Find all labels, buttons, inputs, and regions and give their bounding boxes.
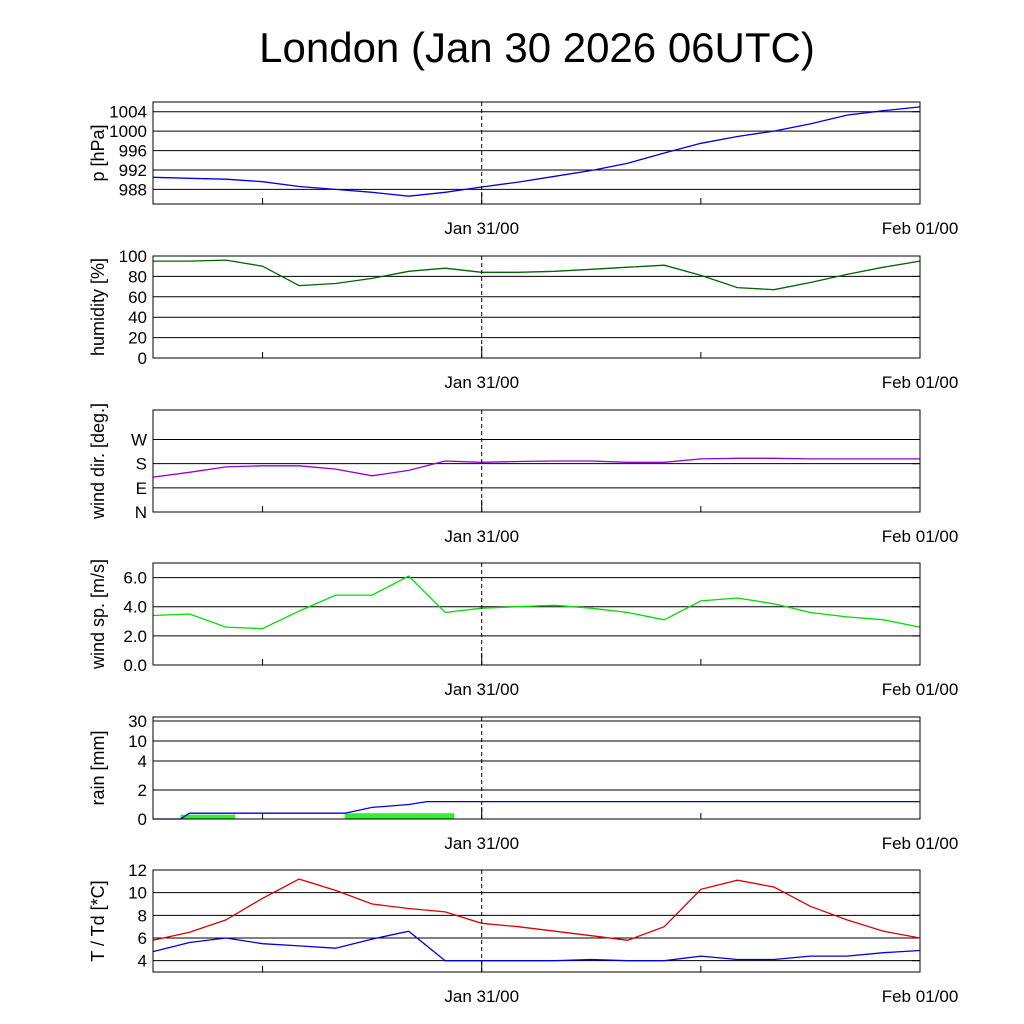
x-tick-label: Jan 31/00 — [444, 987, 519, 1006]
y-tick-label: W — [131, 431, 147, 450]
y-axis-label: rain [mm] — [88, 730, 108, 805]
x-tick-label: Jan 31/00 — [444, 680, 519, 699]
y-tick-label: 6 — [138, 929, 147, 948]
y-tick-label: 30 — [128, 712, 147, 731]
y-tick-label: 80 — [128, 267, 147, 286]
y-axis-label: p [hPa] — [88, 124, 108, 181]
x-tick-label: Feb 01/00 — [882, 987, 959, 1006]
series-line — [152, 457, 920, 478]
y-tick-label: 100 — [119, 247, 147, 266]
y-tick-label: 12 — [128, 861, 147, 880]
y-axis-label: wind sp. [m/s] — [88, 559, 108, 670]
panel-6: 4 6 8 10 12 Jan 31/00 Feb 01/00 T / Td [*C] — [88, 861, 958, 1006]
plot-frame — [152, 409, 921, 513]
y-tick-label: 4 — [138, 752, 147, 771]
page-title: London (Jan 30 2026 06UTC) — [259, 24, 815, 71]
x-tick-label: Jan 31/00 — [444, 834, 519, 853]
x-tick-label: Feb 01/00 — [882, 373, 959, 392]
y-tick-label: 992 — [119, 161, 147, 180]
y-tick-label: 988 — [119, 180, 147, 199]
y-tick-label: 996 — [119, 142, 147, 161]
x-tick-label: Feb 01/00 — [882, 219, 959, 238]
plot-frame — [152, 101, 921, 205]
x-tick-label: Jan 31/00 — [444, 527, 519, 546]
series-line — [152, 575, 921, 630]
y-tick-label: 10 — [128, 884, 147, 903]
plot-frame — [152, 716, 921, 820]
plot-frame — [152, 869, 921, 973]
x-tick-label: Feb 01/00 — [882, 527, 959, 546]
y-tick-label: N — [135, 503, 147, 522]
panel-4: 0.0 2.0 4.0 6.0 Jan 31/00 Feb 01/00 wind sp. [… — [88, 559, 958, 699]
y-axis-label: humidity [%] — [88, 258, 108, 356]
y-tick-label: 0.0 — [123, 656, 147, 675]
y-tick-label: 1000 — [109, 122, 147, 141]
y-tick-label: 10 — [128, 732, 147, 751]
y-tick-label: 1004 — [109, 103, 147, 122]
x-tick-label: Jan 31/00 — [444, 373, 519, 392]
y-tick-label: 40 — [128, 308, 147, 327]
y-axis-label: T / Td [*C] — [88, 880, 108, 961]
plot-frame — [152, 562, 921, 666]
y-tick-label: S — [136, 455, 147, 474]
y-tick-label: 6.0 — [123, 569, 147, 588]
y-tick-label: 60 — [128, 288, 147, 307]
y-tick-label: 2.0 — [123, 627, 147, 646]
x-tick-label: Feb 01/00 — [882, 834, 959, 853]
y-tick-label: 20 — [128, 329, 147, 348]
rain-bar — [344, 813, 455, 819]
y-axis-label: wind dir. [deg.] — [88, 403, 108, 520]
y-tick-label: 0 — [138, 810, 147, 829]
x-tick-label: Feb 01/00 — [882, 680, 959, 699]
y-tick-label: 0 — [138, 349, 147, 368]
series-line — [152, 930, 921, 962]
y-tick-label: E — [136, 479, 147, 498]
y-tick-label: 8 — [138, 906, 147, 925]
series-line — [153, 800, 920, 820]
y-tick-label: 4.0 — [123, 598, 147, 617]
plot-frame — [152, 255, 921, 359]
y-tick-label: 4 — [138, 952, 147, 971]
series-line — [152, 106, 921, 197]
rain-bar — [180, 814, 236, 819]
y-tick-label: 2 — [138, 781, 147, 800]
series-line — [152, 878, 921, 941]
series-line — [153, 259, 921, 291]
x-tick-label: Jan 31/00 — [444, 219, 519, 238]
